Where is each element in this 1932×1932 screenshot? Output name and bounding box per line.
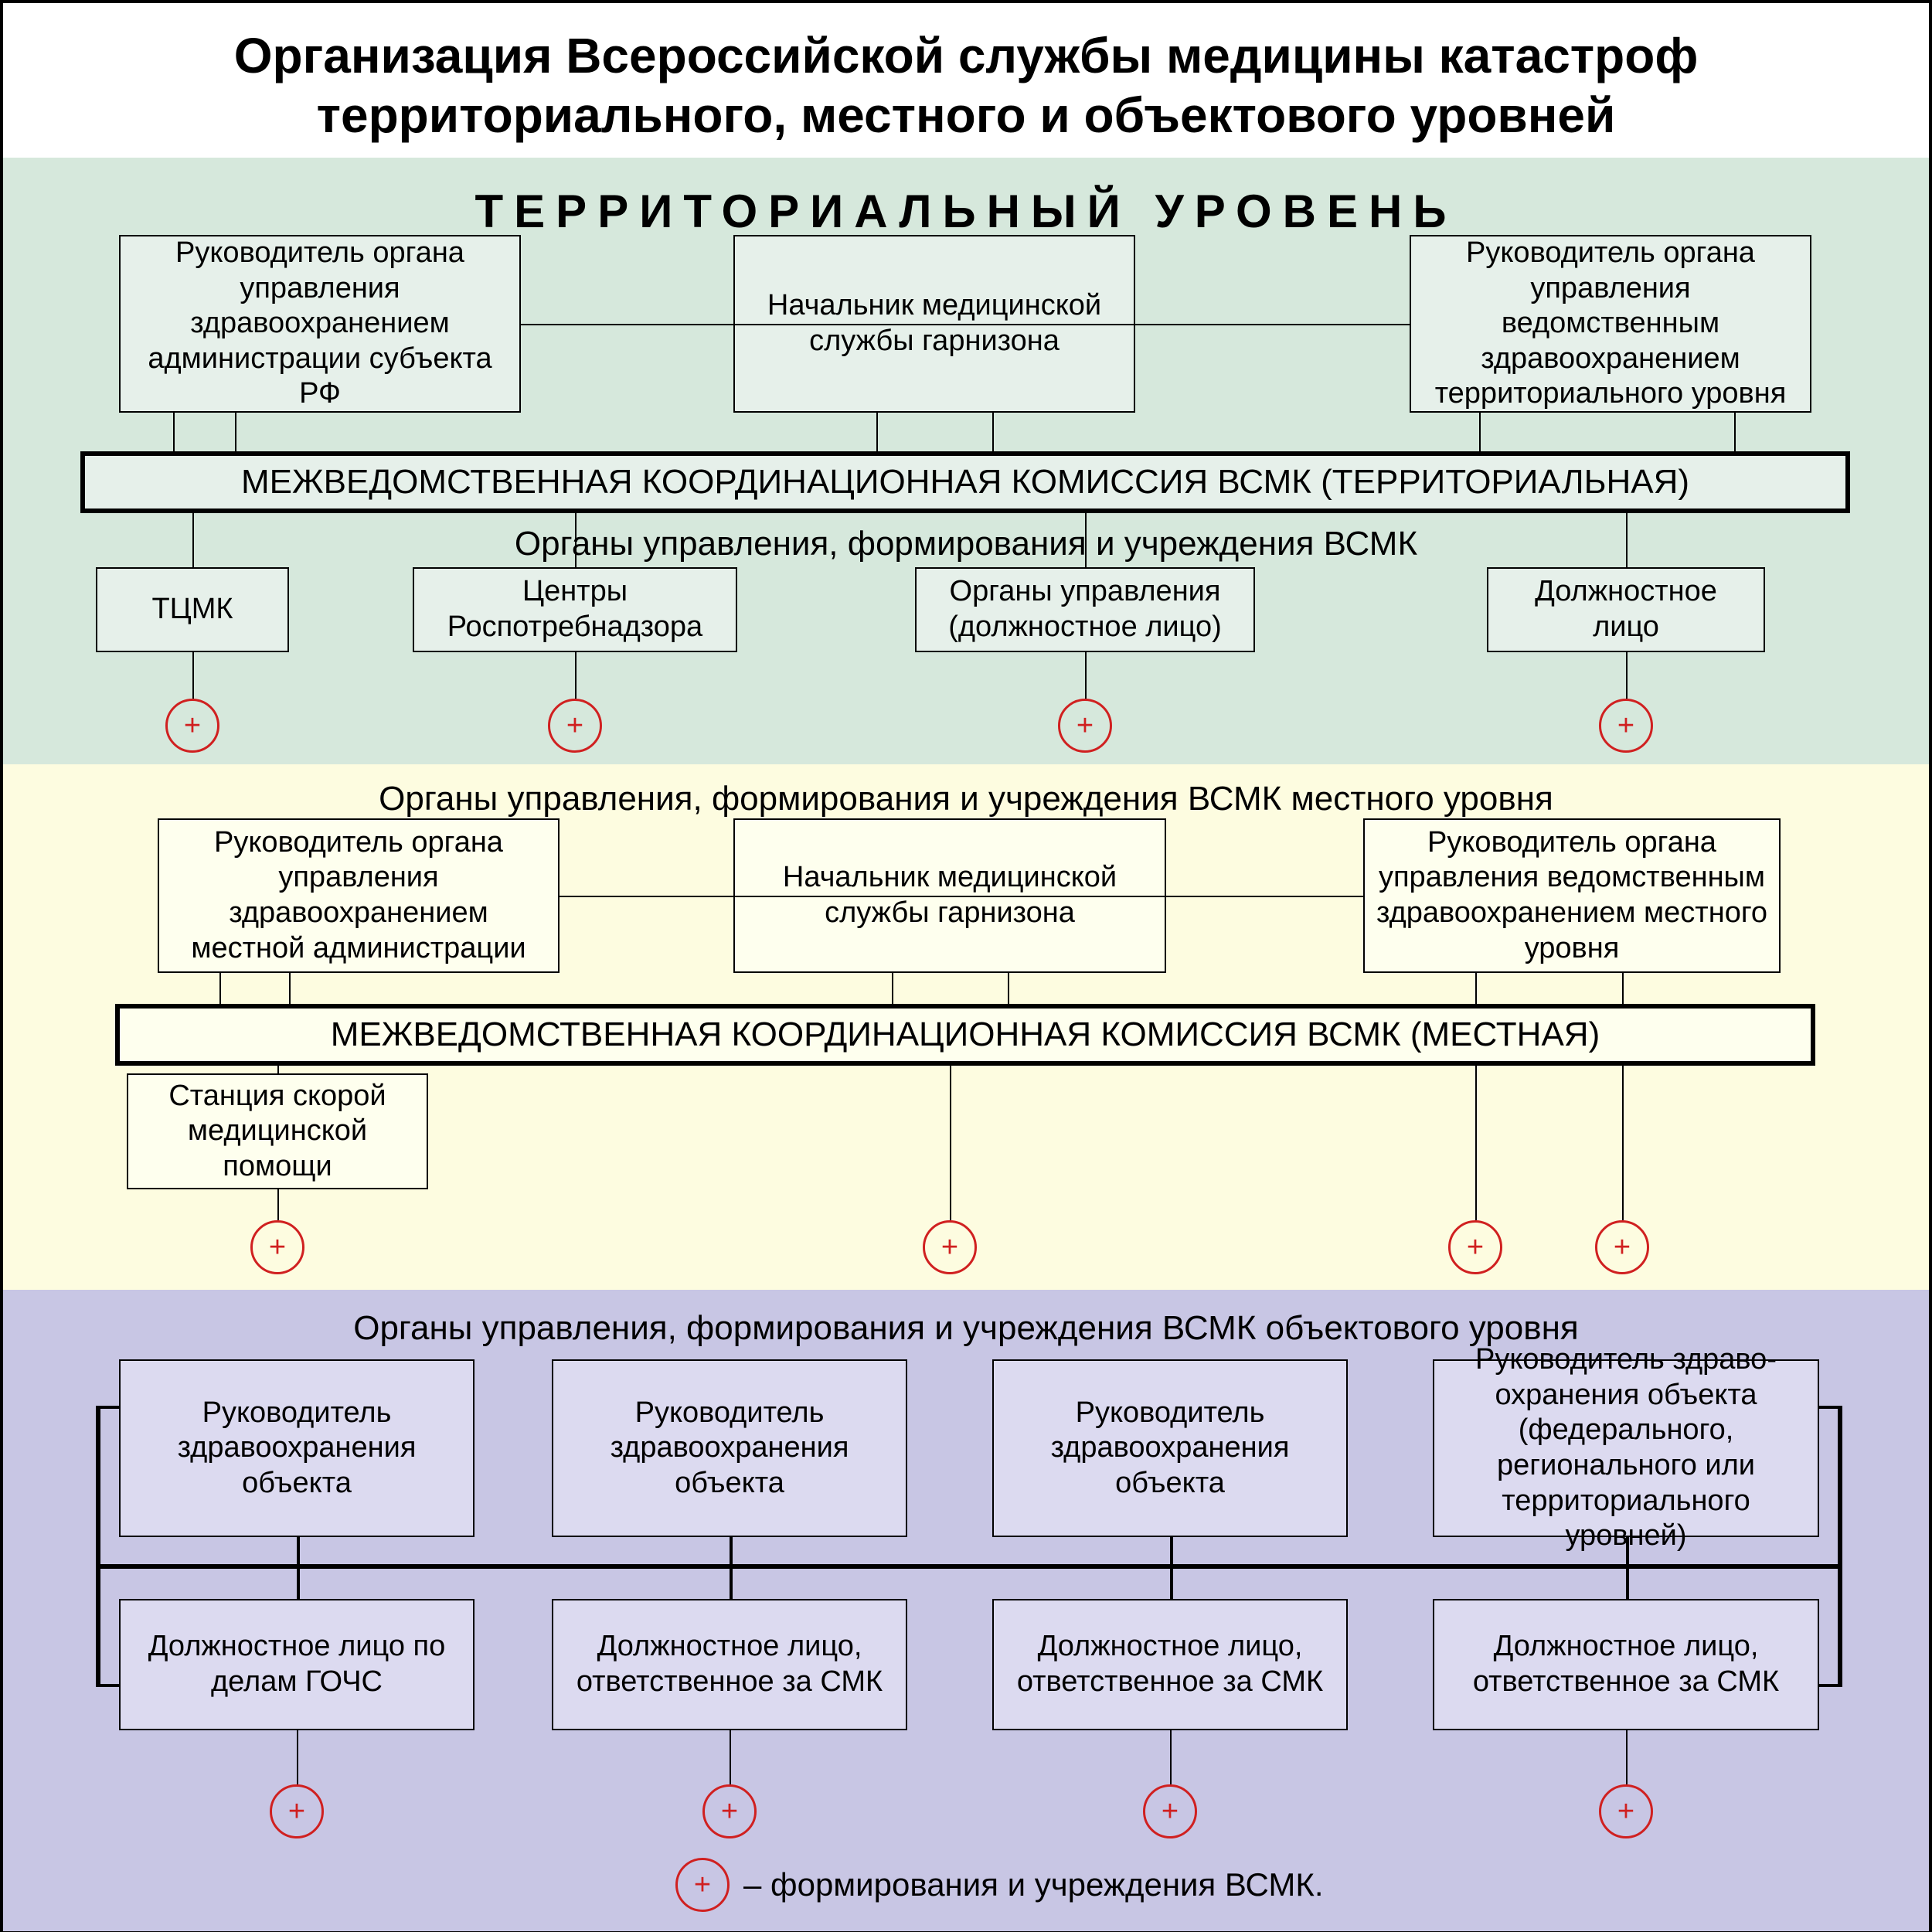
object-vline-mid-2 [1170,1564,1173,1599]
local-vline-top-2-1 [1622,973,1624,1004]
territorial-plus-2: + [1058,699,1112,753]
local-vline-barplus-1 [950,1066,951,1220]
object-bottom-box-3: Должностное лицо, ответственное за СМК [1433,1599,1819,1730]
legend-plus-icon: + [675,1858,730,1912]
local-vline-barbox [277,1066,279,1073]
territorial-vline-mid-2 [1085,513,1087,567]
local-vline-barplus-2 [1475,1066,1477,1220]
legend: + – формирования и учреждения ВСМК. [675,1858,1324,1912]
object-plus-0: + [270,1784,324,1838]
local-plus-3: + [1595,1220,1649,1274]
object-vline-top-0 [297,1537,300,1564]
territorial-vline-mid-1 [575,513,577,567]
territorial-bottom-box-0: ТЦМК [96,567,289,652]
object-bottom-box-2: Должностное лицо, ответственное за СМК [992,1599,1348,1730]
object-bottom-box-0: Должностное лицо по делам ГОЧС [119,1599,474,1730]
object-vline-mid-1 [730,1564,733,1599]
object-cap-br [1819,1684,1842,1687]
territorial-vline-top-0-0 [173,413,175,451]
local-bar: МЕЖВЕДОМСТВЕННАЯ КООРДИНАЦИОННАЯ КОМИССИ… [115,1004,1815,1066]
section-object: Органы управления, формирования и учрежд… [3,1290,1929,1931]
territorial-bottom-box-3: Должностное лицо [1487,567,1765,652]
territorial-top-box-0: Руководитель органа управления здравоохр… [119,235,521,413]
territorial-bar: МЕЖВЕДОМСТВЕННАЯ КООРДИНАЦИОННАЯ КОМИССИ… [80,451,1850,513]
territorial-vline-top-1-0 [876,413,878,451]
object-bottom-box-1: Должностное лицо, ответственное за СМК [552,1599,907,1730]
object-top-box-2: Руководитель здравоохранения объекта [992,1359,1348,1537]
territorial-top-hline [521,324,1410,325]
territorial-bottom-box-1: Центры Роспотребнадзора [413,567,737,652]
local-vline-barplus-3 [1622,1066,1624,1220]
object-cap-bl [96,1684,119,1687]
local-top-box-0: Руководитель органа управления здравоохр… [158,818,560,973]
object-plus-2: + [1143,1784,1197,1838]
local-vline-top-1-1 [1008,973,1009,1004]
territorial-vline-top-2-1 [1734,413,1736,451]
territorial-vline-bot-3 [1626,652,1628,699]
section-local: Органы управления, формирования и учрежд… [3,764,1929,1290]
object-hbar-leftcap [96,1406,100,1684]
object-top-box-3: Руководитель здраво­охранения объекта (ф… [1433,1359,1819,1537]
territorial-plus-0: + [165,699,219,753]
object-plus-3: + [1599,1784,1653,1838]
page-title: Организация Всероссийской службы медицин… [3,3,1929,158]
object-hbar-rightcap [1838,1406,1842,1684]
territorial-subheading: Органы управления, формирования и учрежд… [3,517,1929,571]
object-vline-bot-1 [730,1730,731,1784]
territorial-vline-top-2-0 [1479,413,1481,451]
territorial-bottom-box-2: Органы управления (должностное лицо) [915,567,1255,652]
territorial-vline-top-0-1 [235,413,236,451]
local-plus-2: + [1448,1220,1502,1274]
object-vline-top-2 [1170,1537,1173,1564]
section-territorial: ТЕРРИТОРИАЛЬНЫЙ УРОВЕНЬРуководитель орга… [3,158,1929,764]
territorial-vline-mid-0 [192,513,194,567]
object-cap-tl [96,1406,119,1409]
territorial-top-box-2: Руководитель органа управления ведомстве… [1410,235,1811,413]
object-top-box-0: Руководитель здравоохранения объекта [119,1359,474,1537]
local-plus-0: + [250,1220,304,1274]
local-vline-top-1-0 [892,973,893,1004]
local-vline-boxplus [277,1189,279,1220]
object-vline-bot-2 [1170,1730,1172,1784]
object-vline-mid-3 [1626,1564,1629,1599]
territorial-vline-bot-1 [575,652,577,699]
local-top-hline [560,896,1363,897]
territorial-vline-bot-0 [192,652,194,699]
object-vline-bot-0 [297,1730,298,1784]
territorial-vline-mid-3 [1626,513,1628,567]
object-cap-tr [1819,1406,1842,1409]
local-vline-top-0-1 [289,973,291,1004]
object-vline-mid-0 [297,1564,300,1599]
local-vline-top-2-0 [1475,973,1477,1004]
object-top-box-1: Руководитель здравоохранения объекта [552,1359,907,1537]
local-bottom-box-0: Станция скорой медицинской помощи [127,1073,428,1189]
territorial-vline-top-1-1 [992,413,994,451]
local-vline-top-0-0 [219,973,221,1004]
territorial-vline-bot-2 [1085,652,1087,699]
local-top-box-2: Руководитель органа управления ведомстве… [1363,818,1781,973]
object-hbar [96,1564,1842,1569]
object-vline-top-1 [730,1537,733,1564]
territorial-plus-3: + [1599,699,1653,753]
object-plus-1: + [702,1784,757,1838]
local-plus-1: + [923,1220,977,1274]
territorial-plus-1: + [548,699,602,753]
object-vline-bot-3 [1626,1730,1628,1784]
legend-text: – формирования и учреждения ВСМК. [743,1866,1324,1903]
